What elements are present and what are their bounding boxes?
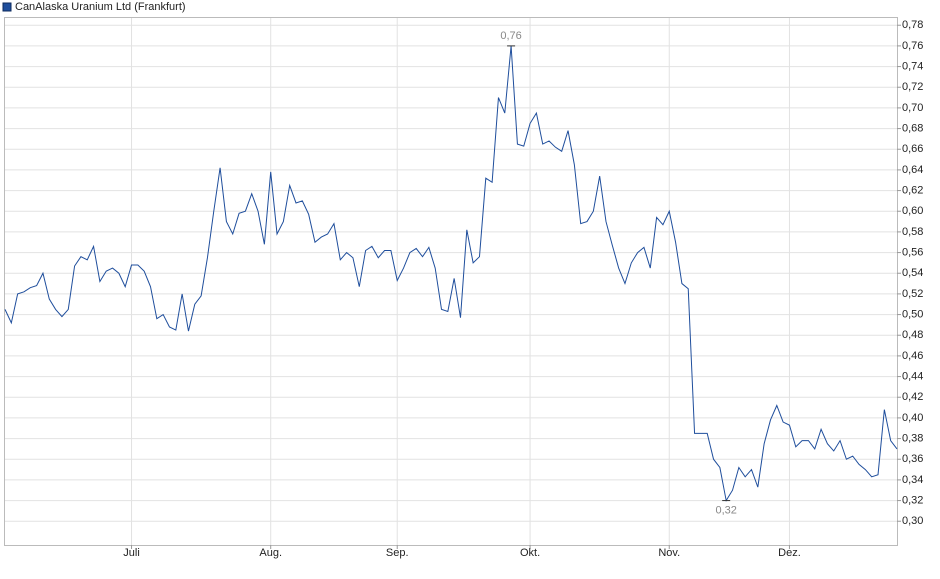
x-tick-label: Aug. bbox=[259, 547, 282, 559]
y-tick-label: 0,44 bbox=[902, 370, 923, 382]
y-tick-label: 0,50 bbox=[902, 308, 923, 320]
plot-frame bbox=[4, 17, 898, 546]
y-tick-label: 0,70 bbox=[902, 102, 923, 114]
x-tick-label: Dez. bbox=[778, 547, 801, 559]
y-tick-label: 0,64 bbox=[902, 164, 923, 176]
y-tick-label: 0,72 bbox=[902, 81, 923, 93]
x-tick-label: Sep. bbox=[386, 547, 409, 559]
y-tick-label: 0,74 bbox=[902, 60, 923, 72]
extreme-label: 0,32 bbox=[715, 504, 736, 516]
x-tick-label: Nov. bbox=[658, 547, 680, 559]
y-tick-label: 0,52 bbox=[902, 288, 923, 300]
x-tick-label: Okt. bbox=[520, 547, 540, 559]
extreme-label: 0,76 bbox=[500, 30, 521, 42]
price-line bbox=[4, 45, 898, 502]
y-tick-label: 0,54 bbox=[902, 267, 923, 279]
y-tick-label: 0,30 bbox=[902, 515, 923, 527]
y-tick-label: 0,40 bbox=[902, 412, 923, 424]
y-tick-label: 0,46 bbox=[902, 350, 923, 362]
y-tick-label: 0,36 bbox=[902, 453, 923, 465]
y-tick-label: 0,32 bbox=[902, 494, 923, 506]
x-tick-label: Juli bbox=[123, 547, 140, 559]
y-tick-label: 0,38 bbox=[902, 432, 923, 444]
legend-swatch bbox=[2, 2, 12, 12]
y-tick-label: 0,60 bbox=[902, 205, 923, 217]
y-tick-label: 0,68 bbox=[902, 122, 923, 134]
y-tick-label: 0,66 bbox=[902, 143, 923, 155]
y-tick-label: 0,34 bbox=[902, 474, 923, 486]
chart-title: CanAlaska Uranium Ltd (Frankfurt) bbox=[15, 1, 186, 13]
y-tick-label: 0,76 bbox=[902, 40, 923, 52]
y-tick-label: 0,58 bbox=[902, 226, 923, 238]
y-tick-label: 0,62 bbox=[902, 184, 923, 196]
y-tick-label: 0,56 bbox=[902, 246, 923, 258]
y-tick-label: 0,48 bbox=[902, 329, 923, 341]
y-tick-label: 0,78 bbox=[902, 19, 923, 31]
y-tick-label: 0,42 bbox=[902, 391, 923, 403]
